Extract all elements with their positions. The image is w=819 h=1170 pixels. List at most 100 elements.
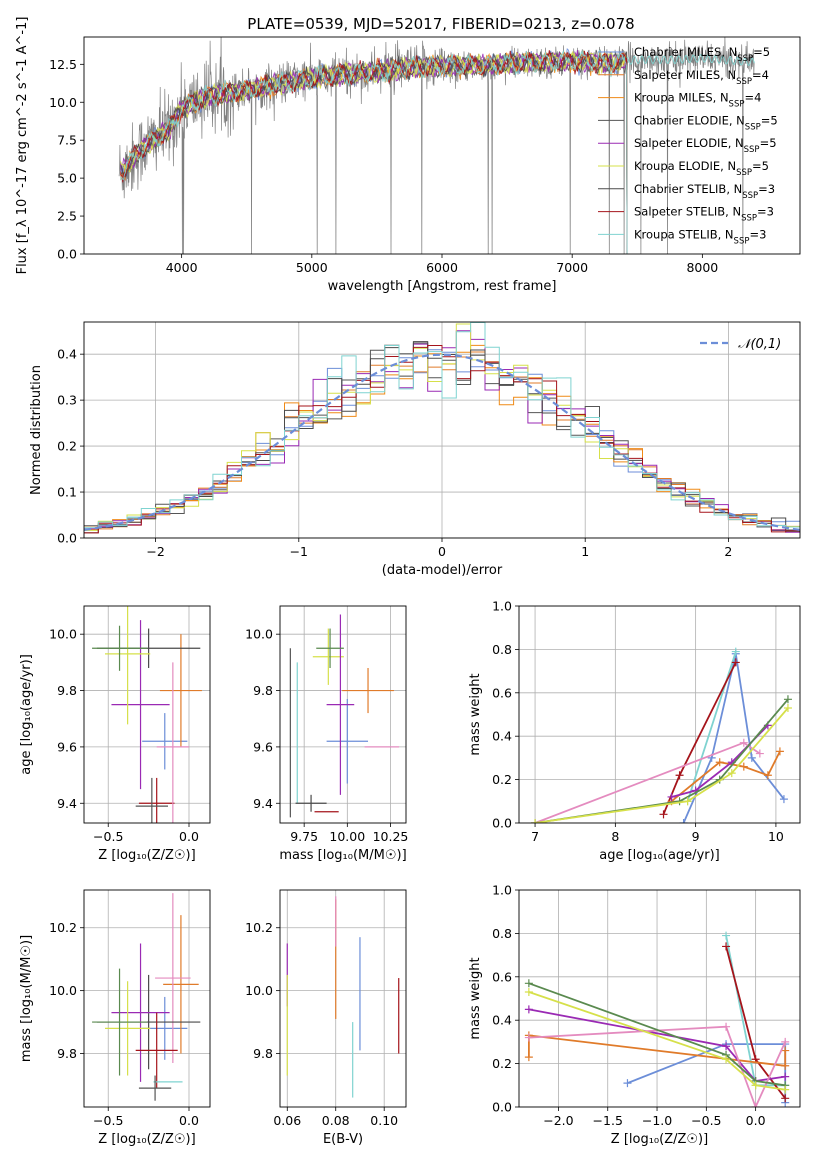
x-axis-label: Z [log₁₀(Z/Z☉)] <box>611 1132 708 1147</box>
weight-marker <box>781 1046 790 1055</box>
legend-sub: SSP <box>729 100 745 110</box>
legend-entry: Chabrier STELIB, NSSP=3 <box>634 182 775 201</box>
y-tick-label: 0.4 <box>57 347 77 362</box>
legend-label: Salpeter ELODIE, N <box>634 136 744 150</box>
y-tick-label: 10.0 <box>245 983 273 998</box>
weight-marker <box>775 747 784 756</box>
x-tick-label: 0.0 <box>179 1113 199 1128</box>
x-tick-label: 8000 <box>686 260 718 275</box>
weight-marker <box>739 738 748 747</box>
plot-area <box>84 606 210 823</box>
y-tick-label: 1.0 <box>492 883 512 898</box>
y-axis-label: age [log₁₀(age/yr)] <box>19 654 34 775</box>
x-tick-label: −1.0 <box>642 1113 672 1128</box>
y-tick-label: 9.8 <box>57 683 77 698</box>
x-axis-label: Z [log₁₀(Z/Z☉)] <box>98 1132 195 1147</box>
legend-label: Chabrier MILES, N <box>634 45 737 59</box>
weight-marker <box>715 758 724 767</box>
y-axis-label: mass weight <box>468 957 483 1039</box>
legend-sub: SSP <box>736 77 752 87</box>
x-tick-label: −2.0 <box>543 1113 573 1128</box>
weight-marker <box>755 749 764 758</box>
legend-entry: 𝒩(0,1) <box>738 337 781 352</box>
y-tick-label: 0.0 <box>492 1100 512 1115</box>
x-tick-label: 0.0 <box>179 829 199 844</box>
y-tick-label: 0.6 <box>492 685 512 700</box>
weight-marker <box>731 658 740 667</box>
x-tick-label: 0.06 <box>273 1113 301 1128</box>
weight-marker <box>731 647 740 656</box>
y-tick-label: 1.0 <box>492 599 512 614</box>
legend-post: =5 <box>753 45 770 59</box>
y-tick-label: 9.8 <box>253 683 273 698</box>
weight-marker <box>524 987 533 996</box>
weight-marker <box>781 1061 790 1070</box>
weight-marker <box>781 1085 790 1094</box>
y-axis-label: Flux [f_λ 10^-17 erg cm^-2 s^-1 A^-1] <box>15 17 30 275</box>
y-tick-label: 9.8 <box>253 1046 273 1061</box>
y-tick-label: 2.5 <box>57 209 77 224</box>
histogram-step <box>84 322 800 529</box>
panel-residuals: −2 −1 0 1 2 0.0 0.1 0.2 0.3 0.4 (data-model)/error… <box>29 321 801 578</box>
x-tick-label: 7000 <box>556 260 588 275</box>
weight-marker <box>781 1037 790 1046</box>
legend-entry: Kroupa MILES, NSSP=4 <box>634 91 761 110</box>
axes-frame <box>518 889 801 1108</box>
y-tick-label: 10.0 <box>49 983 77 998</box>
weight-line <box>528 991 786 1091</box>
x-axis-label: mass [log₁₀(M/M☉)] <box>279 848 406 863</box>
weight-marker <box>722 1055 731 1064</box>
legend-post: =4 <box>744 91 761 105</box>
x-tick-label: −2 <box>146 544 164 559</box>
spectrum-model-line <box>120 49 628 254</box>
x-tick-label: −0.5 <box>691 1113 721 1128</box>
x-tick-label: 10.25 <box>373 829 409 844</box>
legend-entry: Chabrier ELODIE, NSSP=5 <box>634 113 778 132</box>
weight-marker <box>781 1094 790 1103</box>
legend-label: Kroupa ELODIE, N <box>634 159 736 173</box>
panel-mass_vs_ebv: 0.06 0.08 0.10 9.8 10.0 10.2 E(B-V) <box>245 889 407 1147</box>
axes-frame <box>279 605 407 824</box>
panel-weight_vs_Z: −2.0 −1.5 −1.0 −0.5 0.0 0.0 0.2 0.4 0.6 0.8 1.0 Z [… <box>468 883 801 1147</box>
axes-frame <box>279 889 407 1108</box>
weight-marker <box>781 1072 790 1081</box>
weight-line <box>662 661 737 815</box>
y-tick-label: 10.2 <box>245 920 273 935</box>
x-axis-label: (data-model)/error <box>382 563 503 578</box>
weight-line <box>528 1008 786 1082</box>
weight-marker <box>751 1103 760 1107</box>
legend-entry: Salpeter ELODIE, NSSP=5 <box>634 136 777 155</box>
weight-line <box>528 1034 787 1067</box>
legend-post: =5 <box>752 159 769 173</box>
spectrum-model-tail <box>626 54 755 67</box>
y-tick-label: 9.4 <box>57 796 77 811</box>
legend-label: Chabrier ELODIE, N <box>634 113 745 127</box>
weight-marker <box>722 931 731 940</box>
weight-marker <box>667 792 676 801</box>
legend-label: Salpeter MILES, N <box>634 68 736 82</box>
x-tick-label: 2 <box>724 544 732 559</box>
legend-post: =3 <box>757 205 774 219</box>
y-tick-label: 0.2 <box>492 1056 512 1071</box>
weight-marker <box>783 703 792 712</box>
y-tick-label: 0.8 <box>492 642 512 657</box>
y-tick-label: 0.0 <box>57 531 77 546</box>
panel-spectrum: 4000 5000 6000 7000 8000 0.0 2.5 5.0 7.5 10.0 12.5… <box>15 17 801 294</box>
x-tick-label: 0.10 <box>370 1113 398 1128</box>
plot-area <box>84 322 800 538</box>
plot-area <box>280 890 406 1107</box>
legend-entry: Kroupa ELODIE, NSSP=5 <box>634 159 769 178</box>
x-tick-label: −1 <box>290 544 308 559</box>
y-tick-label: 0.2 <box>57 439 77 454</box>
weight-marker <box>739 762 748 771</box>
legend-entry: Chabrier MILES, NSSP=5 <box>634 45 770 64</box>
y-tick-label: 0.6 <box>492 969 512 984</box>
legend-label: Salpeter STELIB, N <box>634 205 741 219</box>
axes-frame <box>518 605 801 824</box>
x-tick-label: 9.75 <box>290 829 318 844</box>
x-tick-label: 8 <box>611 829 619 844</box>
y-tick-label: 0.4 <box>492 729 512 744</box>
y-tick-label: 9.8 <box>57 1046 77 1061</box>
plot-area <box>84 890 210 1107</box>
weight-marker <box>763 771 772 780</box>
